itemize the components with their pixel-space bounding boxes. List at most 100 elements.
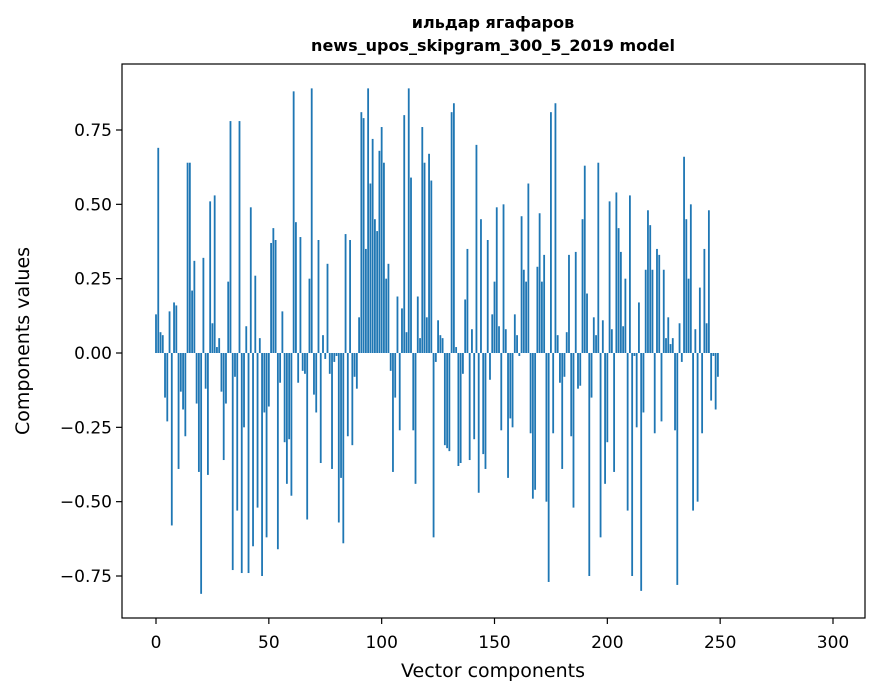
bar-226 bbox=[665, 338, 667, 353]
bar-86 bbox=[349, 240, 351, 353]
bar-169 bbox=[536, 266, 539, 353]
bar-41 bbox=[247, 353, 250, 574]
bar-30 bbox=[222, 353, 225, 461]
y-tick-label: −0.75 bbox=[60, 567, 112, 587]
bar-103 bbox=[387, 263, 390, 353]
bar-211 bbox=[631, 353, 634, 576]
bar-9 bbox=[175, 305, 178, 353]
bar-110 bbox=[403, 115, 406, 353]
bar-29 bbox=[220, 353, 223, 392]
bar-72 bbox=[317, 240, 320, 353]
bar-57 bbox=[283, 353, 286, 443]
bar-15 bbox=[188, 162, 191, 353]
bar-109 bbox=[401, 308, 403, 353]
bar-12 bbox=[182, 353, 184, 410]
bar-22 bbox=[204, 353, 207, 389]
bar-92 bbox=[362, 118, 365, 353]
bar-33 bbox=[229, 121, 232, 353]
bar-50 bbox=[267, 353, 270, 407]
bar-176 bbox=[552, 353, 555, 434]
bar-227 bbox=[667, 317, 670, 353]
bar-115 bbox=[414, 353, 417, 484]
bar-43 bbox=[252, 353, 254, 547]
bar-130 bbox=[448, 353, 451, 452]
bar-83 bbox=[342, 353, 345, 544]
bar-78 bbox=[331, 353, 333, 469]
bar-87 bbox=[351, 353, 354, 446]
bar-129 bbox=[446, 353, 449, 449]
bar-164 bbox=[525, 281, 527, 353]
bar-39 bbox=[243, 353, 245, 428]
bar-238 bbox=[692, 353, 694, 511]
bar-10 bbox=[177, 353, 180, 469]
bar-0 bbox=[155, 314, 157, 353]
bar-240 bbox=[696, 353, 699, 502]
bar-128 bbox=[443, 353, 446, 446]
x-tick-label: 250 bbox=[704, 633, 736, 653]
bar-188 bbox=[579, 353, 582, 386]
x-tick-label: 100 bbox=[365, 633, 397, 653]
bar-146 bbox=[484, 353, 487, 469]
bar-202 bbox=[610, 329, 613, 353]
bar-74 bbox=[322, 335, 324, 353]
bar-111 bbox=[405, 332, 408, 353]
chart-subtitle: news_upos_skipgram_300_5_2019 model bbox=[311, 36, 675, 55]
bar-131 bbox=[450, 112, 453, 353]
bar-93 bbox=[364, 248, 367, 353]
bar-161 bbox=[518, 353, 521, 356]
bar-126 bbox=[439, 335, 442, 353]
bar-233 bbox=[680, 353, 683, 362]
y-axis-label: Components values bbox=[12, 247, 34, 435]
bar-99 bbox=[378, 150, 381, 353]
bar-8 bbox=[173, 302, 175, 353]
bar-190 bbox=[583, 165, 586, 353]
bar-62 bbox=[295, 222, 297, 353]
bar-46 bbox=[258, 338, 261, 353]
bar-71 bbox=[315, 353, 318, 413]
bar-217 bbox=[644, 269, 647, 353]
bar-168 bbox=[534, 353, 537, 490]
bar-20 bbox=[200, 353, 203, 594]
bar-248 bbox=[714, 353, 717, 410]
bar-186 bbox=[574, 251, 577, 353]
bar-243 bbox=[703, 248, 706, 353]
bar-234 bbox=[683, 156, 685, 353]
bar-139 bbox=[468, 353, 471, 461]
bar-134 bbox=[457, 353, 460, 466]
bar-203 bbox=[613, 353, 616, 472]
x-axis-ticks: 0 50 100 150 200 250 300 bbox=[151, 618, 849, 653]
bar-215 bbox=[640, 353, 643, 591]
bar-75 bbox=[324, 353, 327, 359]
x-tick-label: 50 bbox=[258, 633, 280, 653]
y-tick-label: 0.75 bbox=[74, 121, 112, 141]
bar-205 bbox=[617, 228, 620, 353]
bar-7 bbox=[170, 353, 173, 526]
bar-85 bbox=[346, 353, 349, 437]
bar-231 bbox=[676, 353, 679, 585]
bar-170 bbox=[538, 213, 541, 353]
bar-193 bbox=[590, 353, 593, 398]
bar-112 bbox=[407, 88, 410, 354]
bars-group bbox=[155, 88, 719, 594]
bar-216 bbox=[642, 353, 645, 413]
bar-137 bbox=[464, 299, 467, 353]
bar-185 bbox=[572, 353, 575, 508]
bar-63 bbox=[297, 353, 300, 383]
bar-89 bbox=[355, 353, 358, 389]
bar-195 bbox=[595, 335, 597, 353]
bar-118 bbox=[421, 127, 424, 353]
bar-80 bbox=[335, 353, 338, 356]
bar-133 bbox=[455, 347, 458, 353]
bar-144 bbox=[480, 219, 482, 353]
bar-157 bbox=[509, 353, 512, 419]
bar-184 bbox=[570, 353, 573, 437]
bar-196 bbox=[597, 162, 600, 353]
bar-88 bbox=[353, 353, 356, 377]
bar-247 bbox=[712, 353, 715, 356]
bar-98 bbox=[376, 231, 379, 353]
bar-27 bbox=[216, 347, 218, 353]
bar-16 bbox=[191, 290, 194, 353]
bar-48 bbox=[263, 353, 266, 413]
bar-138 bbox=[466, 248, 469, 353]
x-tick-label: 200 bbox=[591, 633, 623, 653]
